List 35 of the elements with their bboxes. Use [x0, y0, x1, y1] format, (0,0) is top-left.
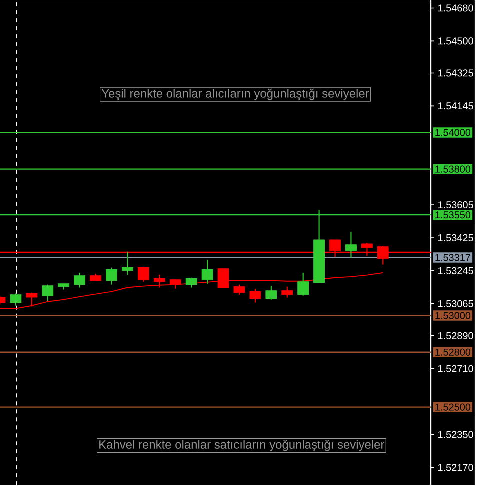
ref-line-label: 1.53550 — [436, 212, 470, 219]
candlestick — [42, 284, 54, 302]
y-tick-label: 1.52170 — [438, 464, 474, 472]
candlestick — [282, 286, 293, 298]
y-tick-label: 1.54680 — [438, 4, 474, 12]
y-tick-label: 1.52350 — [438, 431, 474, 438]
candlestick — [250, 288, 262, 304]
ref-line-label: 1.53800 — [436, 166, 470, 173]
candlestick — [266, 285, 277, 300]
candlestick — [345, 231, 357, 258]
candlestick — [138, 267, 150, 282]
ref-line-label: 1.53317 — [436, 254, 470, 262]
y-tick-label: 1.54500 — [438, 38, 474, 45]
y-tick-label: 1.54145 — [438, 102, 474, 110]
candlestick — [74, 272, 86, 288]
candlestick — [122, 251, 134, 276]
candlestick — [202, 259, 214, 284]
ref-line-label: 1.52500 — [436, 404, 470, 411]
y-tick-label: 1.53065 — [438, 300, 474, 308]
ref-line-label: 1.53000 — [436, 312, 470, 320]
annotation: Kahvel renkte olanlar satıcıların yoğunlaştığı seviyeler — [99, 440, 384, 452]
y-tick-label: 1.54325 — [438, 70, 474, 77]
y-tick-label: 1.53245 — [438, 267, 474, 274]
y-tick-label: 1.52710 — [438, 365, 474, 372]
ref-line-label: 1.52800 — [436, 348, 470, 356]
y-tick-label: 1.53605 — [438, 201, 474, 209]
candlestick — [186, 277, 198, 288]
candlestick — [10, 293, 22, 306]
annotation: Yeşil renkte olanlar alıcıların yoğunlaştığı seviyeler — [102, 88, 370, 100]
ref-line-label: 1.54000 — [436, 129, 470, 136]
y-tick-label: 1.53425 — [438, 234, 474, 242]
candlestick — [234, 284, 246, 296]
y-tick-label: 1.52890 — [438, 332, 474, 340]
candlestick — [298, 272, 309, 296]
candlestick — [106, 267, 118, 286]
